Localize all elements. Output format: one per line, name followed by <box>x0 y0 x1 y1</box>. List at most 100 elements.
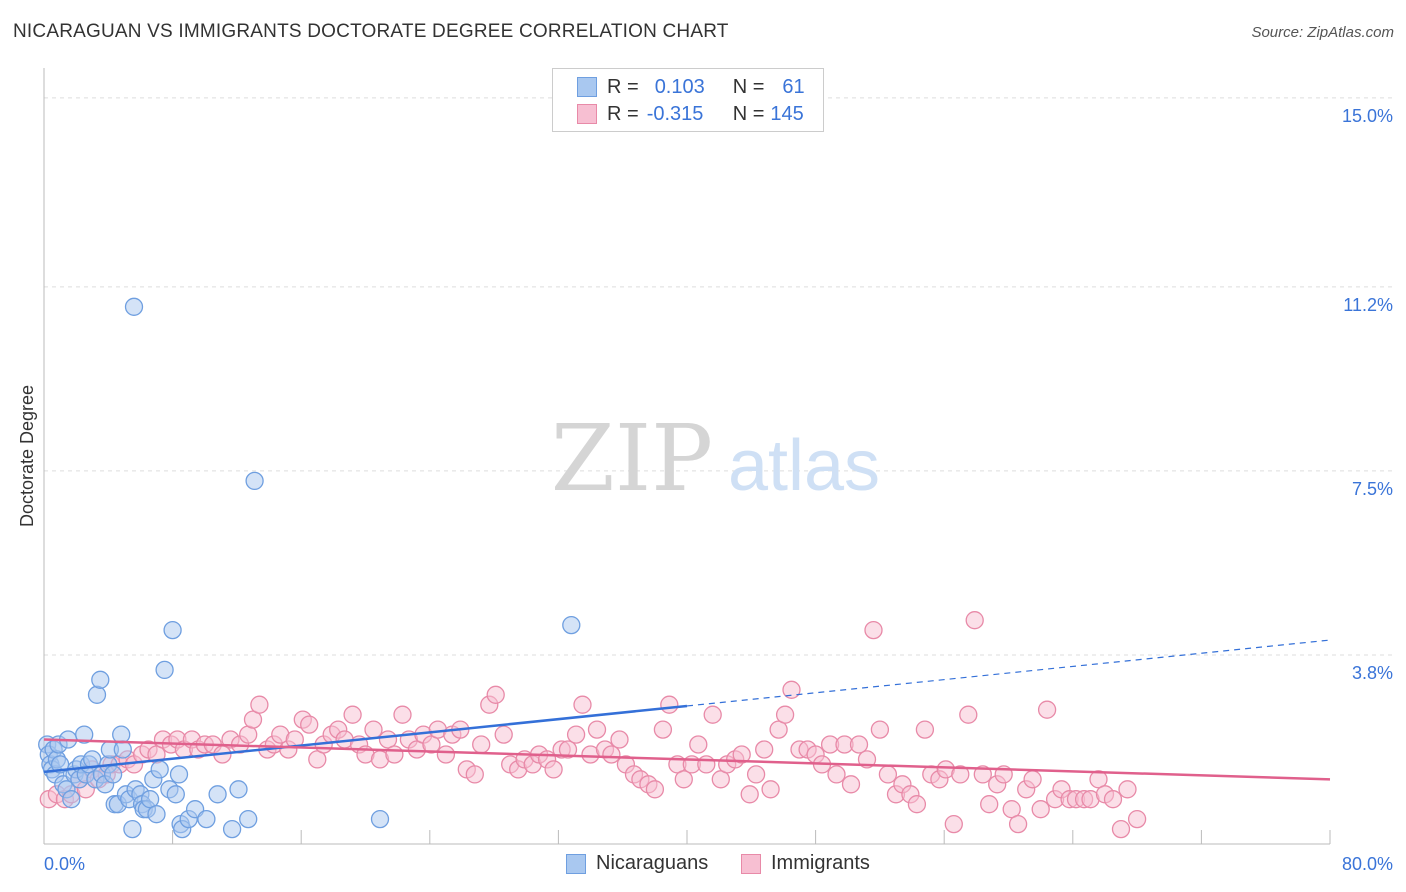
nicaraguan-point <box>222 819 242 839</box>
immigrant-point <box>1111 819 1131 839</box>
y-tick-label: 3.8% <box>1352 663 1393 683</box>
immigrant-point <box>364 720 383 739</box>
immigrant-point <box>1089 770 1108 789</box>
immigrant-point <box>980 795 999 814</box>
legend-n-label: N = <box>732 75 765 98</box>
bottom-legend-immigrants: Immigrants <box>741 852 870 875</box>
immigrant-point <box>653 720 673 739</box>
y-tick-label: 11.2% <box>1343 295 1393 315</box>
nicaraguan-point <box>245 471 264 491</box>
nicaraguan-point <box>113 740 132 759</box>
immigrant-point <box>951 765 970 784</box>
legend-r-label: R = <box>607 102 639 125</box>
nicaraguan-point <box>87 685 107 704</box>
nicaraguan-point <box>91 670 110 689</box>
immigrant-point <box>393 705 412 724</box>
immigrant-point <box>1008 814 1028 834</box>
immigrant-point <box>494 725 513 744</box>
watermark-atlas: atlas <box>728 426 880 506</box>
nicaraguans-trend-line <box>43 704 688 774</box>
immigrant-point <box>566 725 586 744</box>
nicaraguan-point <box>169 765 189 784</box>
nicaraguan-point <box>123 819 142 839</box>
immigrant-point <box>849 735 869 754</box>
legend-n-label: N = <box>732 102 765 125</box>
nicaraguan-point <box>208 785 227 804</box>
immigrant-point <box>1127 809 1147 829</box>
series-nicaraguans <box>38 297 581 839</box>
bottom-legend-label-nicaraguans: Nicaraguans <box>596 852 709 874</box>
legend-swatch-immigrants <box>577 104 597 124</box>
immigrant-point <box>610 730 629 749</box>
nicaraguan-point <box>562 615 581 635</box>
legend-r-value: 0.103 <box>654 75 705 98</box>
y-axis-label: Doctorate Degree <box>17 385 37 527</box>
axes-layer: 0.0% 80.0% <box>43 68 1393 874</box>
bottom-legend-nicaraguans: Nicaraguans <box>566 852 708 875</box>
nicaraguan-point <box>229 780 248 799</box>
immigrant-point <box>1118 780 1137 799</box>
immigrant-point <box>870 720 890 739</box>
immigrant-point <box>965 611 984 630</box>
immigrant-point <box>689 735 708 754</box>
immigrant-point <box>827 765 846 784</box>
immigrant-point <box>573 695 592 714</box>
immigrant-point <box>864 620 883 640</box>
legend-n-value: 61 <box>782 75 805 98</box>
grid-layer: 3.8% 7.5% 11.2% 15.0% <box>44 97 1395 683</box>
immigrant-point <box>973 765 992 784</box>
nicaraguan-point <box>239 809 258 829</box>
immigrant-point <box>587 720 607 739</box>
immigrant-point <box>465 765 484 784</box>
nicaraguan-point <box>147 805 166 824</box>
immigrant-point <box>385 745 404 764</box>
legend-n-value: 145 <box>770 102 804 125</box>
x-tick-label: 80.0% <box>1342 854 1393 874</box>
immigrant-point <box>740 785 759 804</box>
nicaraguan-point <box>197 809 216 829</box>
immigrant-point <box>755 740 774 759</box>
nicaraguan-point <box>103 765 123 784</box>
watermark-zip: ZIP <box>551 405 713 512</box>
nicaraguan-point <box>75 725 94 744</box>
legend-row-immigrants: R = -0.315 N = 145 <box>553 101 804 127</box>
x-tick-label: 0.0% <box>44 854 85 874</box>
bottom-legend-swatch-immigrants <box>741 853 761 874</box>
immigrant-point <box>944 814 963 834</box>
immigrant-point <box>660 695 679 714</box>
immigrant-point <box>782 680 801 699</box>
legend-r-label: R = <box>607 75 639 98</box>
immigrant-point <box>1103 790 1123 809</box>
immigrant-point <box>250 695 269 714</box>
immigrant-point <box>486 685 505 704</box>
immigrant-point <box>602 745 621 764</box>
immigrant-point <box>1031 800 1050 819</box>
immigrant-point <box>703 705 722 724</box>
immigrant-point <box>959 705 978 724</box>
immigrant-point <box>907 795 927 814</box>
immigrant-point <box>732 745 751 764</box>
legend-r-value: -0.315 <box>646 102 704 125</box>
series-immigrants <box>39 611 1147 839</box>
immigrant-point <box>915 720 935 739</box>
immigrant-point <box>645 780 665 799</box>
chart-source: Source: ZipAtlas.com <box>1251 24 1394 41</box>
bottom-legend-label-immigrants: Immigrants <box>771 852 870 874</box>
immigrant-point <box>697 755 716 774</box>
nicaraguan-point <box>370 809 390 829</box>
immigrant-point <box>878 765 898 784</box>
nicaraguan-point <box>155 660 174 680</box>
immigrant-point <box>544 760 563 779</box>
immigrant-point <box>841 775 861 794</box>
nicaraguan-point <box>150 760 169 779</box>
immigrants-trend-line <box>43 738 1331 781</box>
legend-row-nicaraguans: R = 0.103 N = 61 <box>553 74 805 100</box>
nicaraguan-point <box>166 785 185 804</box>
immigrant-point <box>761 780 780 799</box>
nicaraguan-point <box>124 297 144 316</box>
trend-lines <box>43 639 1331 781</box>
nicaraguans-trend-extension <box>686 639 1331 707</box>
chart-title: NICARAGUAN VS IMMIGRANTS DOCTORATE DEGRE… <box>13 21 729 42</box>
nicaraguan-point <box>62 790 81 809</box>
